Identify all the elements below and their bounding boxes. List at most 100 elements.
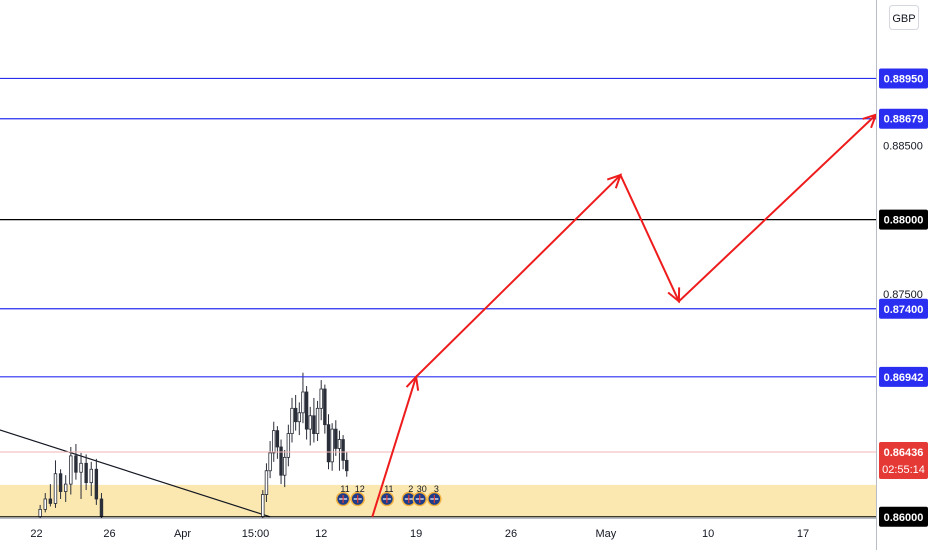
candle-body: [341, 439, 345, 461]
time-axis-panel[interactable]: [0, 518, 876, 550]
forecast-arrowhead: [667, 287, 681, 304]
candle-body: [272, 430, 276, 454]
level-price-label[interactable]: 0.86000: [879, 506, 928, 527]
time-tick-label: 22: [30, 528, 42, 540]
economic-event-marker[interactable]: 2: [401, 484, 417, 507]
candle: [308, 406, 312, 446]
time-tick-label: Apr: [174, 528, 191, 540]
candle-body: [89, 468, 93, 484]
candle-body: [64, 483, 68, 492]
time-tick-label: 15:00: [242, 528, 270, 540]
level-price-value: 0.86942: [884, 372, 924, 384]
forecast-arrowhead: [405, 374, 420, 391]
level-price-value: 0.88679: [884, 114, 924, 126]
candle-body: [58, 473, 63, 492]
level-price-label[interactable]: 0.88950: [879, 68, 928, 89]
candle: [89, 461, 93, 497]
candle: [94, 458, 99, 505]
event-marker-label: 3: [434, 484, 439, 494]
candle-body: [326, 424, 331, 463]
candle: [297, 402, 301, 436]
economic-event-marker[interactable]: 11: [379, 484, 395, 507]
currency-badge[interactable]: GBP: [889, 5, 919, 30]
candle: [272, 421, 276, 462]
candle-body: [69, 455, 73, 485]
level-price-tag: [879, 366, 928, 387]
time-tick-label: 17: [797, 528, 809, 540]
candle: [286, 424, 291, 467]
candle-body: [304, 391, 309, 430]
candle-body: [94, 468, 99, 500]
level-price-value: 0.88950: [884, 73, 924, 85]
candle-body: [43, 498, 47, 510]
candle-body: [293, 407, 298, 423]
candle: [279, 439, 283, 485]
economic-event-marker[interactable]: 30: [412, 484, 427, 507]
candle: [84, 454, 88, 491]
candle: [268, 441, 272, 479]
current-price-value: 0.86436: [884, 447, 924, 459]
candle-body: [99, 498, 104, 518]
price-tick-label: 0.88500: [883, 140, 923, 152]
time-tick-label: 26: [505, 528, 517, 540]
trendline[interactable]: [0, 418, 271, 518]
candle-body: [297, 412, 301, 423]
candle: [330, 423, 334, 471]
current-price-box: [879, 442, 928, 480]
time-tick-label: 10: [702, 528, 714, 540]
candle: [74, 444, 78, 480]
candle: [323, 384, 327, 434]
candle-body: [319, 388, 323, 409]
candle-body: [315, 407, 320, 434]
candle-body: [334, 428, 338, 449]
candle-body: [48, 498, 53, 504]
currency-badge-frame: [889, 5, 919, 30]
candle: [79, 452, 83, 499]
event-marker-label: 11: [340, 484, 349, 494]
level-price-value: 0.86000: [884, 512, 924, 524]
level-price-label[interactable]: 0.88000: [879, 209, 928, 230]
candle: [58, 469, 63, 499]
forecast-arrowhead: [606, 173, 623, 189]
candle-body: [53, 473, 58, 504]
candle: [69, 446, 73, 495]
candle-body: [290, 407, 294, 434]
time-tick-label: 19: [410, 528, 422, 540]
candle-body: [84, 462, 88, 484]
candle: [275, 426, 280, 459]
candle-body: [345, 459, 349, 472]
candle: [261, 490, 265, 518]
level-price-value: 0.88000: [884, 215, 924, 227]
candle: [326, 414, 331, 470]
event-marker-label: 11: [384, 484, 393, 494]
candle: [282, 449, 287, 488]
event-marker-label: 2: [408, 484, 413, 494]
candle: [264, 463, 269, 502]
candle-body: [38, 508, 42, 518]
candle-body: [268, 452, 272, 472]
candle: [312, 397, 316, 443]
candle-body: [282, 456, 287, 476]
level-price-tag: [879, 209, 928, 230]
level-price-value: 0.87400: [884, 304, 924, 316]
time-tick-label: 12: [315, 528, 327, 540]
candle: [319, 380, 323, 421]
candle-body: [279, 446, 283, 476]
candle-body: [275, 430, 280, 448]
level-price-label[interactable]: 0.86942: [879, 366, 928, 387]
candle-body: [286, 433, 291, 458]
candle: [53, 460, 58, 508]
candle-body: [261, 494, 265, 518]
economic-event-marker[interactable]: 12: [350, 484, 365, 507]
current-price-tag[interactable]: 0.86436 02:55:14: [879, 442, 928, 480]
economic-event-marker[interactable]: 11: [335, 484, 351, 507]
candle: [301, 372, 305, 424]
event-marker-label: 12: [355, 484, 365, 494]
time-tick-label: May: [596, 528, 617, 540]
level-price-label[interactable]: 0.88679: [879, 108, 928, 129]
economic-event-marker[interactable]: 3: [427, 484, 442, 507]
level-price-tag: [879, 68, 928, 89]
level-price-label[interactable]: 0.87400: [879, 298, 928, 319]
